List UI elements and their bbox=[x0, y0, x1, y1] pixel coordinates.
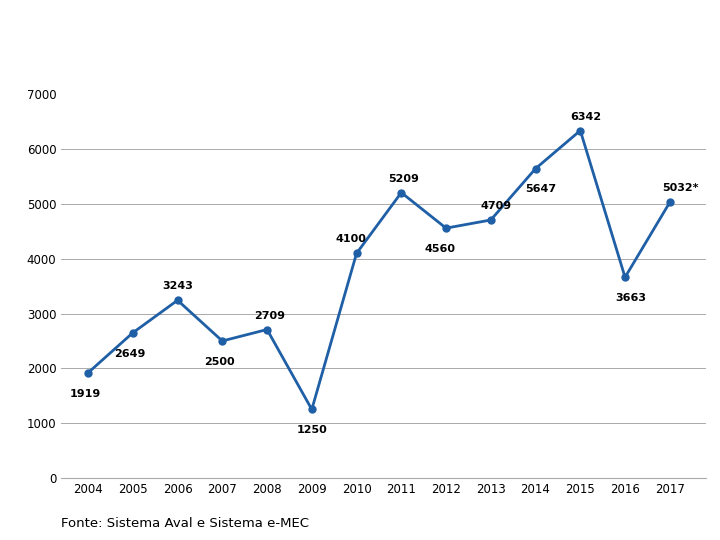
Text: 4100: 4100 bbox=[336, 234, 366, 245]
Text: 3663: 3663 bbox=[615, 293, 646, 303]
Text: Fonte: Sistema Aval e Sistema e-MEC: Fonte: Sistema Aval e Sistema e-MEC bbox=[61, 517, 309, 530]
Text: 1250: 1250 bbox=[297, 426, 327, 435]
Text: 5209: 5209 bbox=[389, 174, 420, 184]
Text: 2709: 2709 bbox=[254, 310, 285, 321]
Text: (* Dados 2017 até 26/09/2017): (* Dados 2017 até 26/09/2017) bbox=[256, 59, 464, 72]
Text: 6342: 6342 bbox=[570, 112, 601, 122]
Text: 4709: 4709 bbox=[481, 201, 512, 211]
Text: 5647: 5647 bbox=[526, 185, 557, 194]
Text: 3243: 3243 bbox=[162, 281, 193, 292]
Text: 2500: 2500 bbox=[204, 357, 235, 367]
Text: 5032*: 5032* bbox=[662, 184, 699, 193]
Text: in loco: in loco bbox=[276, 22, 444, 41]
Text: 2649: 2649 bbox=[114, 349, 145, 359]
Text: 4560: 4560 bbox=[425, 244, 456, 254]
Text: Avalições          , curso e IES, entre 2004 e 2017: Avalições , curso e IES, entre 2004 e 20… bbox=[109, 22, 611, 41]
Text: 1919: 1919 bbox=[70, 389, 101, 399]
